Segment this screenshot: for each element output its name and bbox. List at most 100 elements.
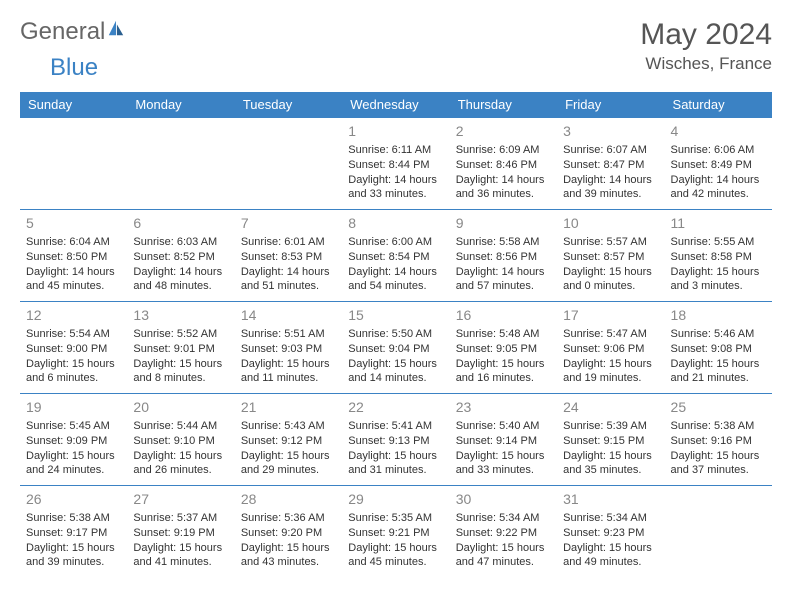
sunrise-line: Sunrise: 6:03 AM	[133, 235, 228, 250]
sunset-line: Sunset: 9:19 PM	[133, 526, 228, 541]
daylight-line: Daylight: 15 hours and 37 minutes.	[671, 449, 766, 479]
sunrise-line: Sunrise: 5:48 AM	[456, 327, 551, 342]
daylight-line: Daylight: 14 hours and 45 minutes.	[26, 265, 121, 295]
sunset-line: Sunset: 9:04 PM	[348, 342, 443, 357]
calendar-day-cell	[665, 486, 772, 578]
day-number: 26	[26, 490, 121, 509]
sunset-line: Sunset: 9:13 PM	[348, 434, 443, 449]
day-header: Wednesday	[342, 92, 449, 118]
day-number: 31	[563, 490, 658, 509]
calendar-day-cell: 5 Sunrise: 6:04 AMSunset: 8:50 PMDaylight…	[20, 210, 127, 302]
sunset-line: Sunset: 8:47 PM	[563, 158, 658, 173]
day-number: 13	[133, 306, 228, 325]
sunrise-line: Sunrise: 6:00 AM	[348, 235, 443, 250]
calendar-day-cell: 26Sunrise: 5:38 AMSunset: 9:17 PMDayligh…	[20, 486, 127, 578]
sunrise-line: Sunrise: 6:01 AM	[241, 235, 336, 250]
sunrise-line: Sunrise: 5:35 AM	[348, 511, 443, 526]
calendar-day-cell: 8Sunrise: 6:00 AMSunset: 8:54 PMDaylight…	[342, 210, 449, 302]
sunrise-line: Sunrise: 5:38 AM	[671, 419, 766, 434]
calendar-day-cell: 17Sunrise: 5:47 AMSunset: 9:06 PMDayligh…	[557, 302, 664, 394]
sunrise-line: Sunrise: 6:09 AM	[456, 143, 551, 158]
day-number: 3	[563, 122, 658, 141]
day-number: 29	[348, 490, 443, 509]
calendar-day-cell: 6Sunrise: 6:03 AMSunset: 8:52 PMDaylight…	[127, 210, 234, 302]
day-number: 30	[456, 490, 551, 509]
sunset-line: Sunset: 8:53 PM	[241, 250, 336, 265]
logo-text-blue: Blue	[50, 54, 792, 82]
sunset-line: Sunset: 9:16 PM	[671, 434, 766, 449]
daylight-line: Daylight: 15 hours and 24 minutes.	[26, 449, 121, 479]
sunset-line: Sunset: 9:12 PM	[241, 434, 336, 449]
calendar-day-cell: 20Sunrise: 5:44 AMSunset: 9:10 PMDayligh…	[127, 394, 234, 486]
sunset-line: Sunset: 9:21 PM	[348, 526, 443, 541]
day-header: Saturday	[665, 92, 772, 118]
daylight-line: Daylight: 15 hours and 21 minutes.	[671, 357, 766, 387]
calendar-week-row: 1Sunrise: 6:11 AMSunset: 8:44 PMDaylight…	[20, 118, 772, 210]
daylight-line: Daylight: 15 hours and 11 minutes.	[241, 357, 336, 387]
calendar-header-row: SundayMondayTuesdayWednesdayThursdayFrid…	[20, 92, 772, 118]
calendar-day-cell: 28Sunrise: 5:36 AMSunset: 9:20 PMDayligh…	[235, 486, 342, 578]
sunset-line: Sunset: 9:17 PM	[26, 526, 121, 541]
daylight-line: Daylight: 14 hours and 48 minutes.	[133, 265, 228, 295]
sunset-line: Sunset: 9:06 PM	[563, 342, 658, 357]
calendar-day-cell: 16Sunrise: 5:48 AMSunset: 9:05 PMDayligh…	[450, 302, 557, 394]
day-number: 28	[241, 490, 336, 509]
sunrise-line: Sunrise: 5:34 AM	[456, 511, 551, 526]
calendar-day-cell: 13Sunrise: 5:52 AMSunset: 9:01 PMDayligh…	[127, 302, 234, 394]
daylight-line: Daylight: 14 hours and 36 minutes.	[456, 173, 551, 203]
daylight-line: Daylight: 15 hours and 47 minutes.	[456, 541, 551, 571]
day-number: 5	[26, 214, 121, 233]
calendar-day-cell	[127, 118, 234, 210]
daylight-line: Daylight: 15 hours and 3 minutes.	[671, 265, 766, 295]
sunrise-line: Sunrise: 5:38 AM	[26, 511, 121, 526]
sunrise-line: Sunrise: 6:04 AM	[26, 235, 121, 250]
calendar-day-cell: 3Sunrise: 6:07 AMSunset: 8:47 PMDaylight…	[557, 118, 664, 210]
sunset-line: Sunset: 8:49 PM	[671, 158, 766, 173]
sunset-line: Sunset: 9:09 PM	[26, 434, 121, 449]
day-number: 8	[348, 214, 443, 233]
calendar-day-cell: 19Sunrise: 5:45 AMSunset: 9:09 PMDayligh…	[20, 394, 127, 486]
calendar-day-cell: 7Sunrise: 6:01 AMSunset: 8:53 PMDaylight…	[235, 210, 342, 302]
calendar-day-cell: 2Sunrise: 6:09 AMSunset: 8:46 PMDaylight…	[450, 118, 557, 210]
logo-sail-icon	[107, 19, 125, 37]
daylight-line: Daylight: 15 hours and 33 minutes.	[456, 449, 551, 479]
sunset-line: Sunset: 9:14 PM	[456, 434, 551, 449]
daylight-line: Daylight: 14 hours and 54 minutes.	[348, 265, 443, 295]
daylight-line: Daylight: 14 hours and 42 minutes.	[671, 173, 766, 203]
sunrise-line: Sunrise: 6:11 AM	[348, 143, 443, 158]
sunrise-line: Sunrise: 5:45 AM	[26, 419, 121, 434]
daylight-line: Daylight: 15 hours and 16 minutes.	[456, 357, 551, 387]
day-number: 10	[563, 214, 658, 233]
day-header: Thursday	[450, 92, 557, 118]
sunrise-line: Sunrise: 5:40 AM	[456, 419, 551, 434]
calendar-day-cell: 18Sunrise: 5:46 AMSunset: 9:08 PMDayligh…	[665, 302, 772, 394]
calendar-day-cell: 24Sunrise: 5:39 AMSunset: 9:15 PMDayligh…	[557, 394, 664, 486]
sunset-line: Sunset: 8:58 PM	[671, 250, 766, 265]
calendar-day-cell: 9Sunrise: 5:58 AMSunset: 8:56 PMDaylight…	[450, 210, 557, 302]
sunset-line: Sunset: 9:10 PM	[133, 434, 228, 449]
sunset-line: Sunset: 9:05 PM	[456, 342, 551, 357]
sunset-line: Sunset: 9:22 PM	[456, 526, 551, 541]
sunset-line: Sunset: 9:01 PM	[133, 342, 228, 357]
calendar-day-cell: 14Sunrise: 5:51 AMSunset: 9:03 PMDayligh…	[235, 302, 342, 394]
calendar-day-cell: 11Sunrise: 5:55 AMSunset: 8:58 PMDayligh…	[665, 210, 772, 302]
calendar-day-cell: 25Sunrise: 5:38 AMSunset: 9:16 PMDayligh…	[665, 394, 772, 486]
sunrise-line: Sunrise: 5:37 AM	[133, 511, 228, 526]
daylight-line: Daylight: 15 hours and 6 minutes.	[26, 357, 121, 387]
day-number: 20	[133, 398, 228, 417]
sunrise-line: Sunrise: 5:50 AM	[348, 327, 443, 342]
calendar-day-cell: 23Sunrise: 5:40 AMSunset: 9:14 PMDayligh…	[450, 394, 557, 486]
calendar-day-cell: 27Sunrise: 5:37 AMSunset: 9:19 PMDayligh…	[127, 486, 234, 578]
sunrise-line: Sunrise: 5:47 AM	[563, 327, 658, 342]
sunrise-line: Sunrise: 5:55 AM	[671, 235, 766, 250]
daylight-line: Daylight: 14 hours and 39 minutes.	[563, 173, 658, 203]
calendar-day-cell: 1Sunrise: 6:11 AMSunset: 8:44 PMDaylight…	[342, 118, 449, 210]
sunset-line: Sunset: 8:50 PM	[26, 250, 121, 265]
day-number: 21	[241, 398, 336, 417]
day-header: Friday	[557, 92, 664, 118]
calendar-day-cell	[20, 118, 127, 210]
day-number: 15	[348, 306, 443, 325]
sunrise-line: Sunrise: 5:51 AM	[241, 327, 336, 342]
month-title: May 2024	[640, 18, 772, 52]
calendar-day-cell: 31Sunrise: 5:34 AMSunset: 9:23 PMDayligh…	[557, 486, 664, 578]
